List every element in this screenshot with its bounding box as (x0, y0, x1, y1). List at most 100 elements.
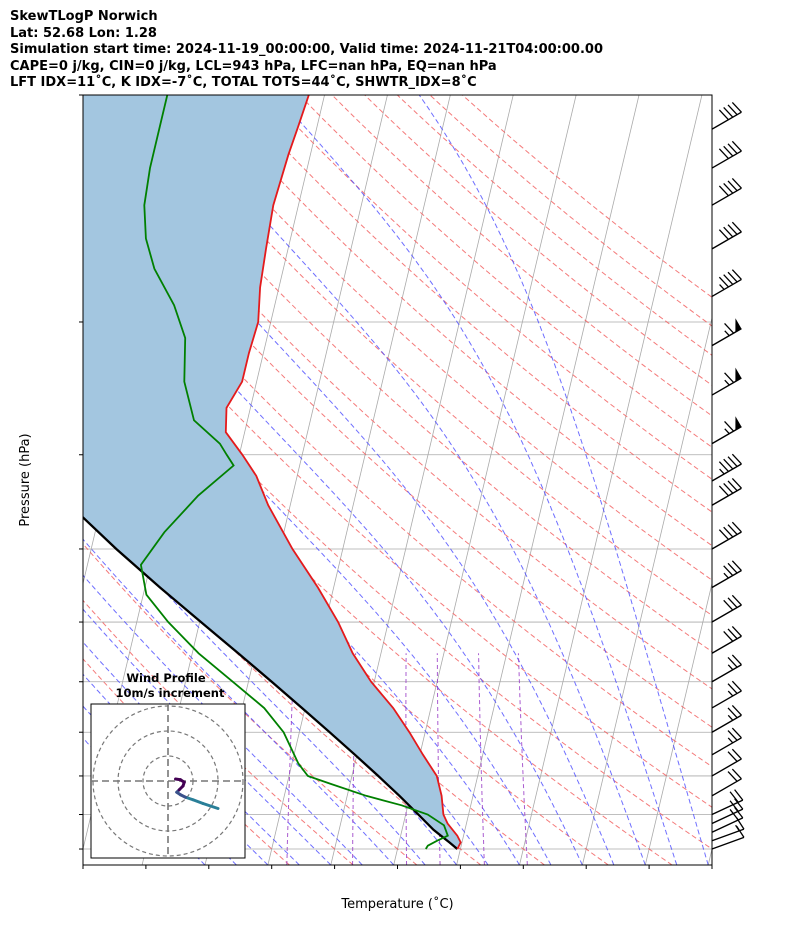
dry-adiabat-line (396, 95, 712, 356)
wind-barb-full (727, 628, 738, 640)
wind-barb-full (718, 276, 729, 288)
wind-barb (711, 789, 744, 816)
inset-title: Wind Profile (126, 671, 206, 685)
wind-barb-full (734, 789, 744, 801)
wind-barb-full (731, 626, 742, 637)
wind-barb-full (727, 104, 738, 116)
wind-barb (711, 727, 742, 756)
wind-barb-full (731, 521, 742, 533)
dry-adiabat-line (83, 241, 712, 808)
wind-barb-full (731, 768, 742, 780)
dry-adiabat-line (429, 95, 712, 327)
wind-barb-full (731, 594, 742, 606)
wind-barb-full (731, 478, 742, 489)
wind-profile-inset: Wind Profile 10m/s increment (90, 671, 246, 859)
wind-barb-flag (735, 416, 742, 431)
wind-barb (711, 367, 742, 396)
moist-adiabat-line (83, 212, 583, 865)
moist-adiabat-line (83, 289, 552, 865)
dry-adiabat-line (299, 95, 712, 448)
dry-adiabat-line (83, 488, 482, 865)
y-axis-ticks (79, 94, 83, 850)
wind-barb-half (727, 690, 734, 697)
wind-barb-full (731, 453, 742, 465)
wind-barb-half (727, 737, 734, 744)
wind-barb-full (727, 771, 738, 782)
wind-barb-full (723, 182, 734, 194)
wind-barb-half (719, 468, 725, 475)
wind-barb-half (723, 572, 729, 579)
wind-barb-full (727, 224, 738, 235)
wind-barb-full (729, 809, 739, 821)
isotherm-line (582, 316, 712, 865)
wind-barb (711, 269, 742, 298)
x-axis-ticks (82, 865, 713, 869)
wind-barb-full (723, 106, 734, 118)
dry-adiabat-line (168, 95, 712, 581)
moist-adiabat-line (83, 499, 426, 865)
wind-barb-full (731, 177, 742, 189)
wind-barb-full (723, 631, 734, 642)
wind-barb-full (727, 456, 738, 467)
wind-barb-full (727, 143, 738, 155)
temperature-profile-line (224, 95, 462, 850)
wind-barb (711, 560, 742, 589)
profiles (83, 95, 462, 850)
wind-barb-full (731, 101, 742, 113)
wind-barb-full (718, 529, 729, 540)
wind-barb-flag (735, 318, 742, 333)
wind-barb-full (731, 221, 742, 233)
wind-barb-full (718, 109, 729, 121)
parcel-shading-area (83, 95, 461, 849)
wind-barb-full (724, 372, 735, 383)
dewpoint-profile-line (139, 95, 449, 850)
wind-barb-shaft (711, 426, 742, 445)
wind-barb-full (727, 480, 738, 492)
wind-barb-full (718, 461, 729, 472)
parcel-profile-line (83, 515, 459, 850)
wind-barb (711, 221, 742, 250)
parcel-shading (83, 95, 461, 849)
wind-barb (711, 626, 742, 654)
wind-barb-full (727, 730, 738, 741)
dry-adiabat-line (462, 95, 712, 298)
isotherm-line (0, 95, 10, 865)
isotherm-line (456, 95, 640, 865)
wind-barb-full (723, 145, 734, 157)
moist-adiabat-line (418, 95, 709, 865)
chart-title-line5: LFT IDX=11˚C, K IDX=-7˚C, TOTAL TOTS=44˚… (10, 75, 477, 90)
isotherm-line (267, 95, 451, 865)
mixing-ratio-line (478, 653, 485, 865)
moist-adiabat-line (155, 95, 646, 865)
wind-barb-full (723, 274, 734, 285)
wind-barb-half (727, 664, 734, 671)
moist-adiabat-line (83, 608, 332, 865)
wind-barb-full (729, 791, 739, 803)
wind-barb-half (727, 714, 734, 721)
wind-barb (711, 453, 742, 482)
wind-barb-full (727, 683, 738, 694)
wind-barb (711, 140, 742, 169)
wind-barb (711, 768, 742, 797)
wind-barb-full (724, 420, 735, 432)
wind-barb-full (731, 269, 742, 280)
wind-barb-full (727, 524, 738, 535)
wind-barb-full (731, 748, 742, 760)
wind-barb-flag (735, 367, 742, 382)
moist-adiabat-line (83, 574, 363, 865)
wind-barb-half (735, 824, 740, 832)
wind-barb (711, 177, 742, 206)
wind-barb-full (723, 565, 734, 576)
wind-barb-full (731, 140, 742, 152)
wind-barb-full (727, 597, 738, 608)
wind-barb-full (734, 798, 744, 810)
chart-title-line1: SkewTLogP Norwich (10, 9, 158, 24)
wind-barb (711, 521, 742, 550)
wind-barb (711, 478, 742, 506)
y-axis-label: Pressure (hPa) (18, 433, 33, 526)
hodograph-segment (201, 802, 220, 810)
inset-subtitle: 10m/s increment (116, 686, 225, 700)
moist-adiabat-line (83, 538, 395, 865)
wind-barb-full (727, 657, 738, 668)
